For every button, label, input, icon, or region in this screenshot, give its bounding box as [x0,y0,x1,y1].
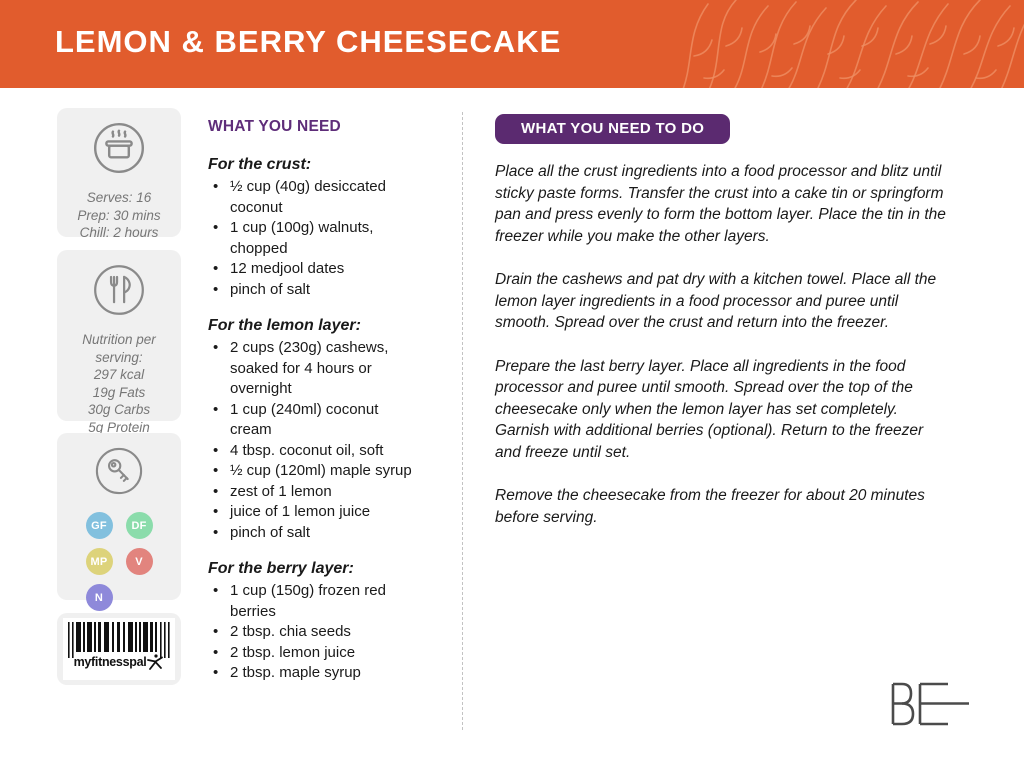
ingredient-section: For the crust: ½ cup (40g) desiccated coc… [208,156,413,300]
dietary-key-box: GF DF MP V N [57,433,181,611]
cooking-pot-icon [91,120,147,181]
jumping-person-icon [147,654,164,670]
ingredient-list: ½ cup (40g) desiccated coconut1 cup (100… [208,177,413,300]
key-icon [93,445,145,502]
barcode-box: myfitnesspal [57,613,181,685]
ingredient-item: 1 cup (150g) frozen red berries [208,581,413,622]
column-divider [462,112,463,730]
serving-info-lines: Serves: 16 Prep: 30 mins Chill: 2 hours [69,189,168,242]
ingredient-item: juice of 1 lemon juice [208,502,413,523]
leaf-pattern-decoration [682,0,1024,88]
dietary-badge-df: DF [125,512,153,539]
nutrition-line: 30g Carbs [87,402,151,418]
ingredient-item: 1 cup (100g) walnuts, chopped [208,218,413,259]
ingredient-item: 4 tbsp. coconut oil, soft [208,441,413,462]
instruction-paragraph: Remove the cheesecake from the freezer f… [495,487,925,526]
nutrition-box: Nutrition per serving: 297 kcal 19g Fats 30… [57,250,181,435]
dietary-badges: GF DF MP V N [85,512,153,611]
ingredient-section-title: For the crust: [208,156,312,173]
serving-info-line: Serves: 16 [86,190,152,205]
nutrition-line: 19g Fats [92,384,146,400]
ingredient-list: 1 cup (150g) frozen red berries2 tbsp. c… [208,581,413,684]
instructions-column: WHAT YOU NEED TO DO Place all the crust … [495,114,947,550]
nutrition-line: 5g Protein [88,419,150,435]
nutrition-lines: Nutrition per serving: 297 kcal 19g Fats 30… [57,331,181,436]
ingredient-section: For the berry layer: 1 cup (150g) frozen … [208,560,413,684]
ingredient-item: 12 medjool dates [208,259,413,280]
ingredient-item: pinch of salt [208,523,413,544]
instruction-paragraph: Place all the crust ingredients into a f… [495,163,946,245]
barcode: myfitnesspal [63,618,175,680]
ingredient-item: 2 tbsp. lemon juice [208,643,413,664]
be-logo [889,682,973,733]
dietary-badge-n: N [85,584,113,611]
ingredient-list: 2 cups (230g) cashews, soaked for 4 hour… [208,338,413,543]
ingredients-heading: WHAT YOU NEED [208,118,341,135]
instruction-paragraphs: Place all the crust ingredients into a f… [495,161,947,528]
ingredients-column: WHAT YOU NEED For the crust: ½ cup (40g) … [208,118,413,701]
barcode-brand-label: myfitnesspal [73,655,147,669]
dietary-badge-mp: MP [85,548,113,575]
nutrition-line: 297 kcal [93,367,145,383]
ingredient-item: 1 cup (240ml) coconut cream [208,400,413,441]
serving-info-line: Prep: 30 mins [77,207,161,223]
dietary-badge-v: V [125,548,153,575]
dietary-badge-gf: GF [85,512,113,539]
ingredient-item: 2 cups (230g) cashews, soaked for 4 hour… [208,338,413,400]
serving-info-box: Serves: 16 Prep: 30 mins Chill: 2 hours [57,108,181,240]
nutrition-line: Nutrition per serving: [82,332,156,365]
instruction-paragraph: Prepare the last berry layer. Place all … [495,357,924,461]
header: LEMON & BERRY CHEESECAKE [0,0,1024,88]
ingredient-item: ½ cup (40g) desiccated coconut [208,177,413,218]
barcode-bars [68,622,170,658]
ingredient-item: 2 tbsp. maple syrup [208,663,413,684]
ingredient-item: 2 tbsp. chia seeds [208,622,413,643]
ingredient-sections: For the crust: ½ cup (40g) desiccated coc… [208,156,413,684]
ingredient-section: For the lemon layer: 2 cups (230g) cashew… [208,317,413,543]
ingredient-item: ½ cup (120ml) maple syrup [208,461,413,482]
ingredient-item: pinch of salt [208,280,413,301]
cutlery-icon [91,262,147,323]
page-title: LEMON & BERRY CHEESECAKE [55,24,562,59]
instructions-heading-badge: WHAT YOU NEED TO DO [495,114,731,144]
ingredient-section-title: For the lemon layer: [208,317,361,334]
ingredient-item: zest of 1 lemon [208,482,413,503]
instruction-paragraph: Drain the cashews and pat dry with a kit… [495,271,937,331]
serving-info-line: Chill: 2 hours [79,225,159,241]
ingredient-section-title: For the berry layer: [208,560,354,577]
